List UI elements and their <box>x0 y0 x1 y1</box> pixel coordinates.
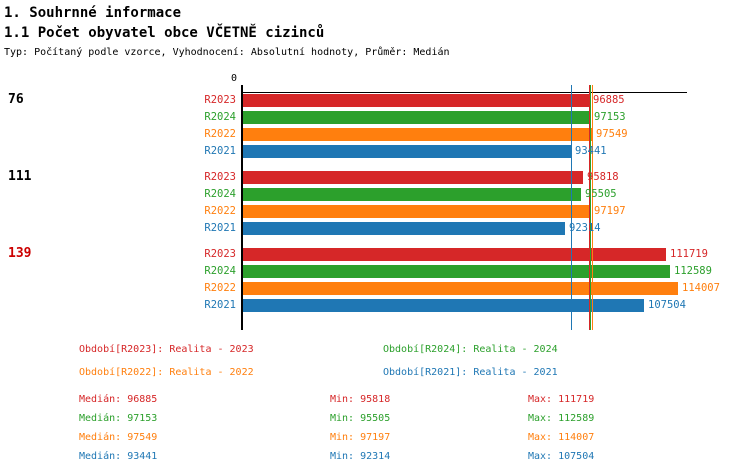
indicator-meta: Typ: Počítaný podle vzorce, Vyhodnocení:… <box>4 47 450 58</box>
bar-value: 114007 <box>682 282 720 294</box>
bar-value: 107504 <box>648 299 686 311</box>
median-line-r2022 <box>592 85 593 330</box>
bar-value: 95818 <box>587 171 619 183</box>
bar-value: 97153 <box>594 111 626 123</box>
legend-value: Realita - 2023 <box>169 344 254 355</box>
indicator-title: 1.1 Počet obyvatel obce VČETNĚ cizinců <box>4 25 325 41</box>
legend-label: Období[R2022]: <box>79 367 164 378</box>
legend-value: Realita - 2024 <box>473 344 558 355</box>
bar-r2021-group-139 <box>243 299 644 312</box>
median-line-r2024 <box>590 85 591 330</box>
legend-item-r2024: Období[R2024]: Realita - 2024 <box>383 344 558 355</box>
max-stat: Max: 112589 <box>528 413 595 424</box>
chart-y-axis-line <box>241 85 243 330</box>
min-stat: Min: 92314 <box>330 451 391 462</box>
median-stat: Medián: 97153 <box>79 413 158 424</box>
series-row-label-r2024: R2024 <box>204 188 236 200</box>
bar-r2022-group-111 <box>243 205 590 218</box>
stats-row-r2024: Medián: 97153 Min: 95505 Max: 112589 <box>0 413 750 426</box>
max-stat: Max: 114007 <box>528 432 595 443</box>
bar-r2022-group-76 <box>243 128 592 141</box>
series-row-label-r2023: R2023 <box>204 94 236 106</box>
axis-zero-label: 0 <box>230 73 238 84</box>
series-row-label-r2021: R2021 <box>204 299 236 311</box>
bar-value: 92314 <box>569 222 601 234</box>
min-stat: Min: 95505 <box>330 413 391 424</box>
bar-r2023-group-76 <box>243 94 589 107</box>
bar-r2021-group-76 <box>243 145 571 158</box>
series-row-label-r2022: R2022 <box>204 205 236 217</box>
bar-value: 97549 <box>596 128 628 140</box>
bar-r2022-group-139 <box>243 282 678 295</box>
bar-r2024-group-111 <box>243 188 581 201</box>
group-label-111: 111 <box>8 169 32 184</box>
max-stat: Max: 111719 <box>528 394 595 405</box>
legend-value: Realita - 2022 <box>169 367 254 378</box>
median-stat: Medián: 96885 <box>79 394 158 405</box>
bar-value: 97197 <box>594 205 626 217</box>
legend-item-r2021: Období[R2021]: Realita - 2021 <box>383 367 558 378</box>
legend-item-r2023: Období[R2023]: Realita - 2023 <box>79 344 254 355</box>
series-row-label-r2021: R2021 <box>204 145 236 157</box>
min-stat: Min: 95818 <box>330 394 391 405</box>
bar-r2023-group-111 <box>243 171 583 184</box>
series-row-label-r2024: R2024 <box>204 111 236 123</box>
median-line-r2021 <box>571 85 572 330</box>
bar-value: 96885 <box>593 94 625 106</box>
bar-r2024-group-76 <box>243 111 590 124</box>
group-label-139: 139 <box>8 246 32 261</box>
chart-x-axis-line <box>241 92 687 93</box>
max-stat: Max: 107504 <box>528 451 595 462</box>
bar-value: 112589 <box>674 265 712 277</box>
legend-label: Období[R2021]: <box>383 367 468 378</box>
group-label-76: 76 <box>8 92 24 107</box>
series-row-label-r2022: R2022 <box>204 128 236 140</box>
bar-value: 93441 <box>575 145 607 157</box>
legend-value: Realita - 2021 <box>473 367 558 378</box>
legend-item-r2022: Období[R2022]: Realita - 2022 <box>79 367 254 378</box>
bar-r2021-group-111 <box>243 222 565 235</box>
median-stat: Medián: 93441 <box>79 451 158 462</box>
median-stat: Medián: 97549 <box>79 432 158 443</box>
legend-label: Období[R2023]: <box>79 344 164 355</box>
stats-row-r2023: Medián: 96885 Min: 95818 Max: 111719 <box>0 394 750 407</box>
series-row-label-r2023: R2023 <box>204 171 236 183</box>
series-row-label-r2022: R2022 <box>204 282 236 294</box>
series-row-label-r2021: R2021 <box>204 222 236 234</box>
bar-value: 95505 <box>585 188 617 200</box>
legend-label: Období[R2024]: <box>383 344 468 355</box>
series-row-label-r2023: R2023 <box>204 248 236 260</box>
median-line-r2023 <box>589 85 590 330</box>
series-row-label-r2024: R2024 <box>204 265 236 277</box>
bar-r2024-group-139 <box>243 265 670 278</box>
bar-r2023-group-139 <box>243 248 666 261</box>
section-title: 1. Souhrnné informace <box>4 5 182 21</box>
bar-value: 111719 <box>670 248 708 260</box>
stats-row-r2022: Medián: 97549 Min: 97197 Max: 114007 <box>0 432 750 445</box>
min-stat: Min: 97197 <box>330 432 391 443</box>
stats-row-r2021: Medián: 93441 Min: 92314 Max: 107504 <box>0 451 750 464</box>
